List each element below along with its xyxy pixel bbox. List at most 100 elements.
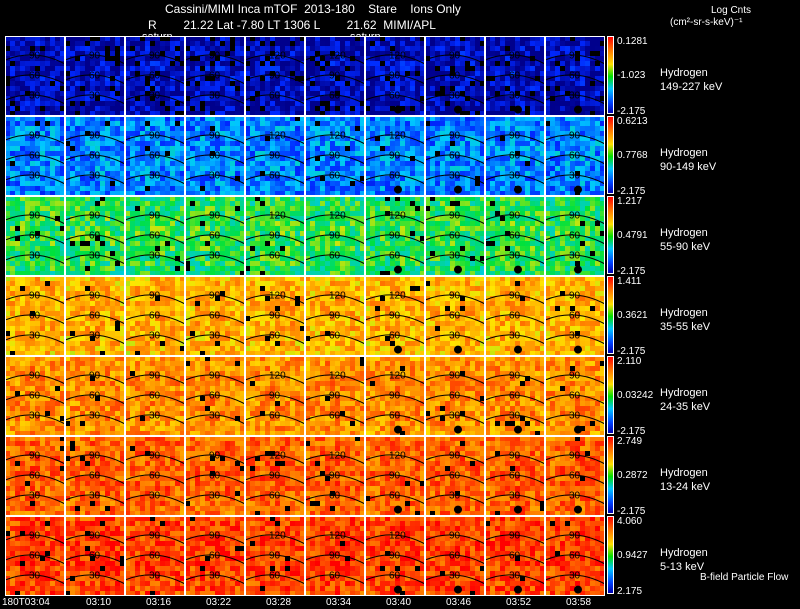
contour-label: 60 xyxy=(569,230,581,241)
contour-label: 90 xyxy=(89,130,101,141)
species-label: Hydrogen xyxy=(660,307,708,319)
contour-label: 90 xyxy=(149,450,161,461)
energy-range-label: 24-35 keV xyxy=(660,401,711,413)
contour-label: 30 xyxy=(509,250,521,261)
image-panel xyxy=(484,196,546,276)
contour-label: 60 xyxy=(449,230,461,241)
contour-label: 60 xyxy=(149,70,161,81)
contour-label: 90 xyxy=(329,310,341,321)
time-tick-label: 180T03:04 xyxy=(2,597,50,608)
contour-label: 90 xyxy=(329,550,341,561)
contour-label: 30 xyxy=(569,570,581,581)
contour-label: 120 xyxy=(329,130,346,141)
contour-label: 60 xyxy=(269,90,281,101)
image-panel xyxy=(364,356,426,436)
contour-label: 60 xyxy=(389,90,401,101)
energy-range-label: 5-13 keV xyxy=(660,561,705,573)
contour-label: 60 xyxy=(209,550,221,561)
contour-label: 90 xyxy=(149,530,161,541)
image-panel xyxy=(244,116,306,196)
species-label: Hydrogen xyxy=(660,227,708,239)
image-panel xyxy=(424,276,486,356)
image-panel xyxy=(124,436,186,516)
colorbar xyxy=(607,196,614,274)
image-panel xyxy=(544,116,605,196)
contour-label: 60 xyxy=(389,570,401,581)
time-tick-label: 03:28 xyxy=(266,597,292,608)
contour-label: 90 xyxy=(89,370,101,381)
image-panel xyxy=(124,516,186,596)
contour-label: 60 xyxy=(509,230,521,241)
contour-label: 30 xyxy=(209,570,221,581)
contour-label: 120 xyxy=(389,290,406,301)
image-panel xyxy=(304,276,366,356)
contour-label: 60 xyxy=(569,310,581,321)
image-panel xyxy=(5,36,66,116)
contour-label: 60 xyxy=(389,330,401,341)
contour-label: 90 xyxy=(149,290,161,301)
contour-label: 90 xyxy=(149,50,161,61)
contour-label: 60 xyxy=(29,310,41,321)
contour-label: 60 xyxy=(389,410,401,421)
contour-label: 90 xyxy=(209,130,221,141)
contour-label: 60 xyxy=(329,490,341,501)
contour-label: 60 xyxy=(449,70,461,81)
contour-label: 90 xyxy=(329,390,341,401)
colorbar-min-value: 2.175 xyxy=(617,586,643,597)
colorbar-mid-value: 0.4791 xyxy=(617,230,648,241)
image-panel xyxy=(244,436,306,516)
contour-label: 30 xyxy=(89,570,101,581)
image-panel xyxy=(424,516,486,596)
contour-label: 120 xyxy=(269,370,286,381)
contour-label: 90 xyxy=(269,310,281,321)
image-panel xyxy=(484,116,546,196)
contour-label: 60 xyxy=(89,70,101,81)
contour-label: 90 xyxy=(389,230,401,241)
contour-label: 60 xyxy=(149,390,161,401)
contour-label: 90 xyxy=(449,370,461,381)
energy-range-label: 149-227 keV xyxy=(660,81,723,93)
contour-label: 90 xyxy=(149,370,161,381)
image-panel xyxy=(484,356,546,436)
contour-label: 60 xyxy=(569,470,581,481)
contour-label: 60 xyxy=(209,310,221,321)
contour-label: 90 xyxy=(29,370,41,381)
image-panel xyxy=(64,196,126,276)
contour-label: 60 xyxy=(269,250,281,261)
colorbar-min-value: -2.175 xyxy=(617,266,646,277)
time-tick-label: 03:22 xyxy=(206,597,232,608)
image-panel xyxy=(304,36,366,116)
contour-label: 90 xyxy=(269,230,281,241)
image-panel xyxy=(124,36,186,116)
contour-label: 120 xyxy=(329,530,346,541)
contour-label: 60 xyxy=(329,90,341,101)
contour-label: 30 xyxy=(149,170,161,181)
image-panel xyxy=(64,356,126,436)
contour-label: 90 xyxy=(449,210,461,221)
contour-label: 30 xyxy=(509,570,521,581)
contour-label: 30 xyxy=(449,490,461,501)
contour-label: 60 xyxy=(569,550,581,561)
contour-label: 60 xyxy=(389,250,401,261)
contour-label: 30 xyxy=(509,330,521,341)
contour-label: 120 xyxy=(269,450,286,461)
contour-label: 30 xyxy=(449,250,461,261)
contour-label: 30 xyxy=(449,410,461,421)
colorbar xyxy=(607,276,614,354)
contour-label: 60 xyxy=(509,70,521,81)
energy-channel-label: Hydrogen 90-149 keV xyxy=(660,146,716,174)
contour-label: 60 xyxy=(269,410,281,421)
contour-label: 120 xyxy=(329,210,346,221)
image-panel xyxy=(5,356,66,436)
contour-label: 60 xyxy=(569,150,581,161)
contour-label: 120 xyxy=(389,450,406,461)
image-panel xyxy=(244,516,306,596)
colorbar-max-value: 4.060 xyxy=(617,516,643,527)
contour-label: 90 xyxy=(269,70,281,81)
contour-label: 60 xyxy=(449,310,461,321)
contour-label: 90 xyxy=(449,290,461,301)
colorbar-mid-value: 0.9427 xyxy=(617,550,648,561)
contour-label: 90 xyxy=(209,370,221,381)
image-panel xyxy=(64,116,126,196)
image-panel xyxy=(184,116,246,196)
